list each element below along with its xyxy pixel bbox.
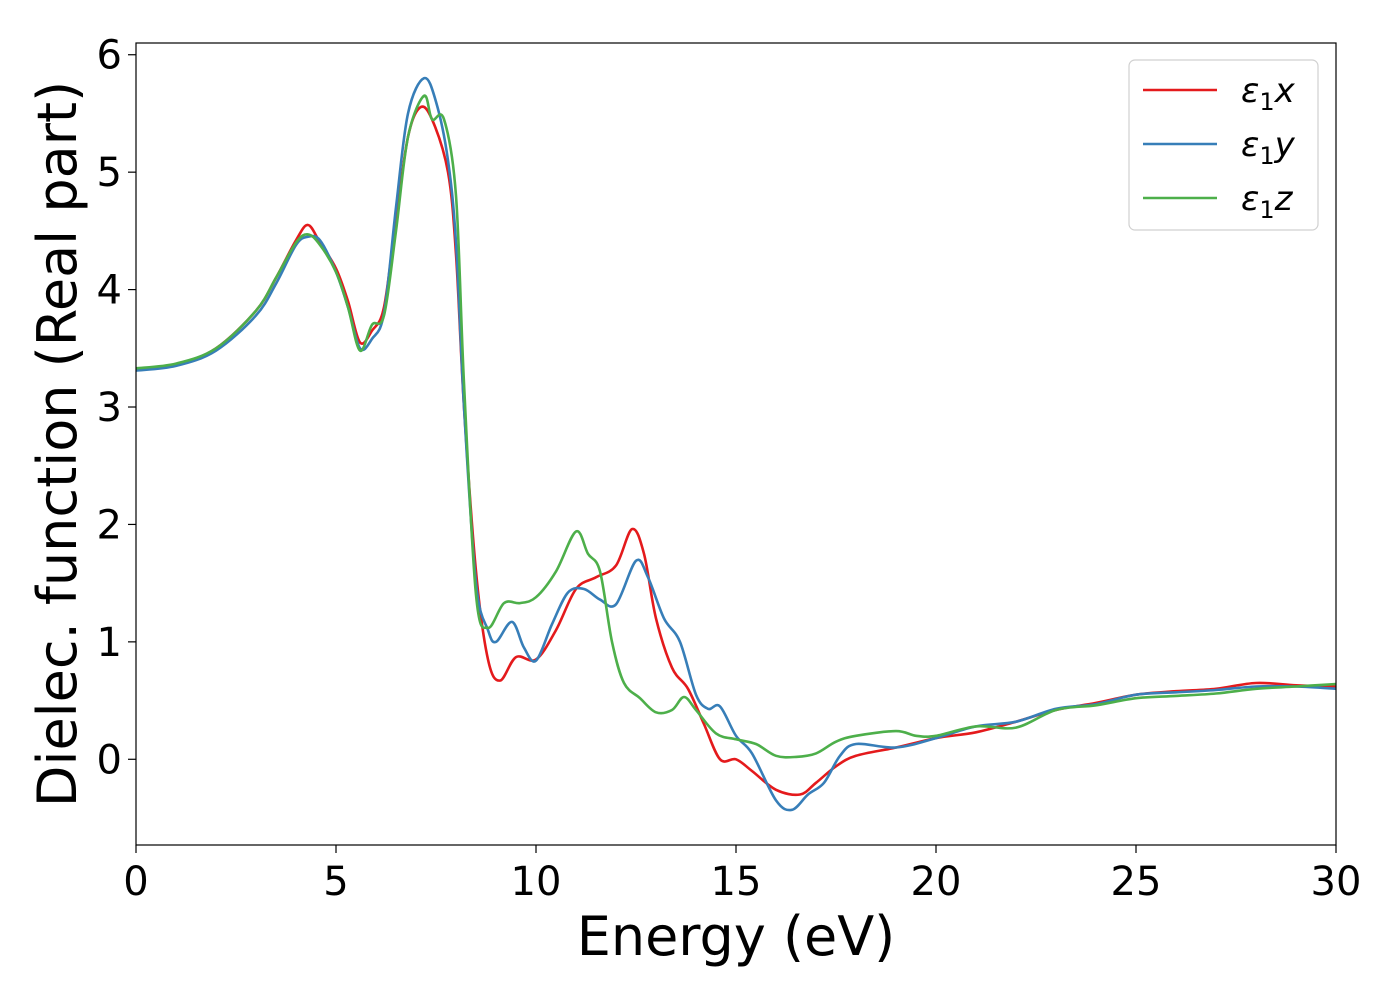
- x-tick-label: 20: [911, 859, 962, 905]
- x-axis-label: Energy (eV): [577, 905, 896, 968]
- x-tick-label: 0: [123, 859, 148, 905]
- legend: ε1x ε1y ε1z: [1128, 59, 1319, 231]
- y-tick-label: 0: [97, 737, 122, 783]
- x-tick-label: 5: [323, 859, 348, 905]
- legend-label-x: ε1x: [1241, 71, 1296, 116]
- y-tick-label: 6: [97, 33, 122, 79]
- y-tick-label: 4: [97, 268, 122, 314]
- x-tick-label: 10: [511, 859, 562, 905]
- x-tick-label: 25: [1111, 859, 1162, 905]
- series-line-z: [136, 94, 1336, 759]
- x-tick-label: 15: [711, 859, 762, 905]
- y-tick-label: 1: [97, 620, 122, 666]
- y-axis-ticks: 0 1 2 3 4 5 6: [97, 33, 136, 783]
- legend-label-y: ε1y: [1241, 125, 1296, 170]
- legend-box: [1128, 59, 1319, 231]
- y-tick-label: 2: [97, 502, 122, 548]
- legend-label-z: ε1z: [1241, 179, 1294, 224]
- y-tick-label: 5: [97, 150, 122, 196]
- x-tick-label: 30: [1311, 859, 1362, 905]
- series-layer: [136, 76, 1336, 812]
- x-axis-ticks: 0 5 10 15 20 25 30: [123, 845, 1361, 905]
- y-tick-label: 3: [97, 385, 122, 431]
- y-axis-label: Dielec. function (Real part): [26, 81, 89, 807]
